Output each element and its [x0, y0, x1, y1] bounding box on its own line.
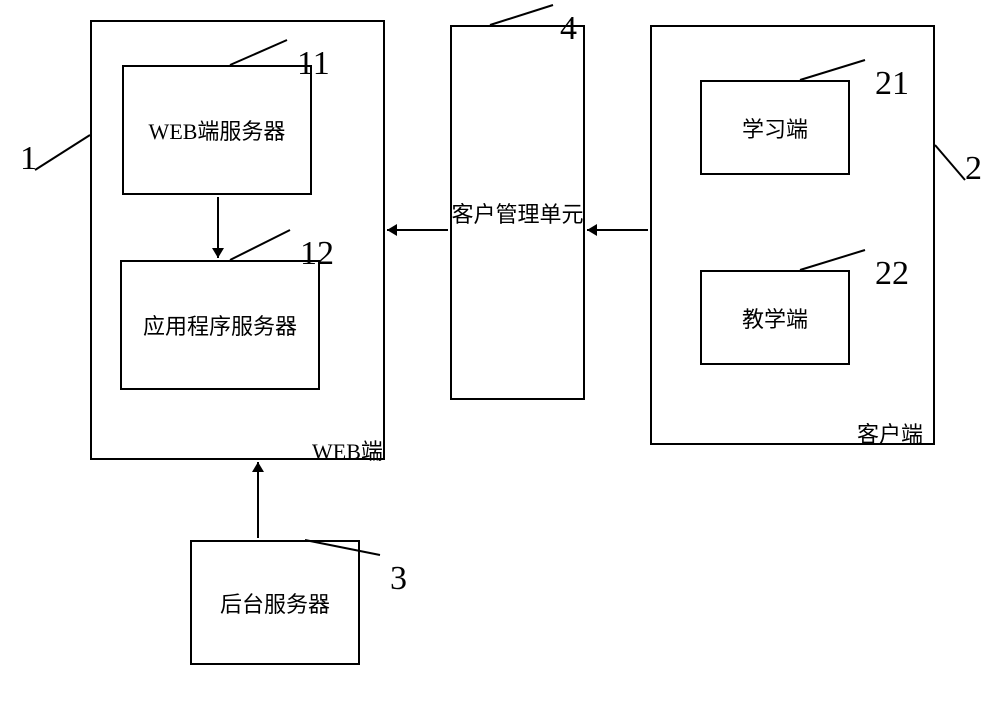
callout-number-3: 3: [390, 560, 407, 598]
learn-label: 学习端: [742, 112, 808, 144]
callout-number-21: 21: [875, 65, 909, 103]
customer-mgmt-box: 客户管理单元: [450, 25, 585, 400]
customer-mgmt-label: 客户管理单元: [451, 197, 583, 229]
callout-number-4: 4: [560, 10, 577, 48]
callout-number-22: 22: [875, 255, 909, 293]
callout-number-2: 2: [965, 150, 982, 188]
app-server-label: 应用程序服务器: [143, 309, 297, 341]
teach-box: 教学端: [700, 270, 850, 365]
backend-box: 后台服务器: [190, 540, 360, 665]
callout-number-11: 11: [297, 45, 330, 83]
app-server-box: 应用程序服务器: [120, 260, 320, 390]
backend-label: 后台服务器: [220, 587, 330, 619]
diagram-canvas: WEB端 WEB端服务器 应用程序服务器 客户管理单元 客户端 学习端 教学端 …: [0, 0, 1000, 726]
web-server-label: WEB端服务器: [149, 114, 286, 146]
teach-label: 教学端: [742, 302, 808, 334]
web-server-box: WEB端服务器: [122, 65, 312, 195]
callout-number-12: 12: [300, 235, 334, 273]
callout-number-1: 1: [20, 140, 37, 178]
client-container-label: 客户端: [857, 417, 923, 449]
web-container-label: WEB端: [312, 434, 383, 466]
learn-box: 学习端: [700, 80, 850, 175]
